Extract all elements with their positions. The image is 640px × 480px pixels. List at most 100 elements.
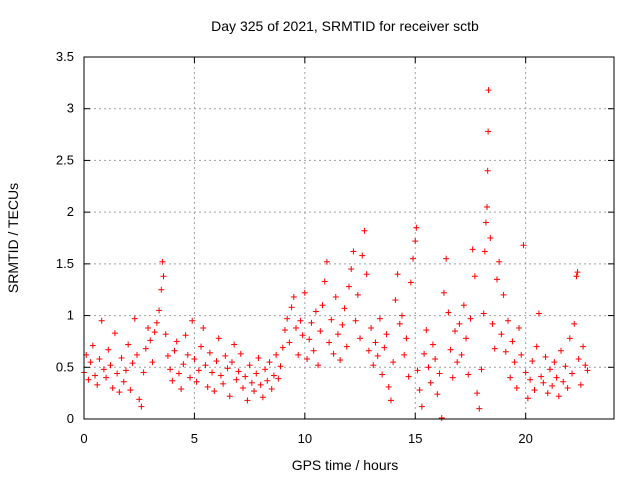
data-point [286, 339, 293, 346]
data-point [518, 351, 525, 358]
data-point [394, 271, 401, 278]
data-point [577, 381, 584, 388]
data-point [248, 379, 255, 386]
data-point [231, 341, 238, 348]
data-point [246, 362, 253, 369]
data-point [178, 386, 185, 393]
data-point [332, 293, 339, 300]
data-point [315, 362, 322, 369]
data-point [253, 370, 260, 377]
data-point [251, 388, 258, 395]
data-point [281, 327, 288, 334]
data-point [138, 403, 145, 410]
data-point [184, 351, 191, 358]
data-point [544, 390, 551, 397]
data-point [211, 388, 218, 395]
data-point [330, 350, 337, 357]
data-point [476, 405, 483, 412]
data-point [297, 317, 304, 324]
data-point [162, 331, 169, 338]
data-point [491, 345, 498, 352]
data-point [412, 238, 419, 245]
data-point [140, 369, 147, 376]
data-point [127, 387, 134, 394]
data-point [527, 376, 534, 383]
data-point [264, 377, 271, 384]
data-point [471, 273, 478, 280]
data-point [319, 302, 326, 309]
data-point [571, 320, 578, 327]
data-point [159, 258, 166, 265]
data-point [350, 248, 357, 255]
data-point [560, 378, 567, 385]
data-point [220, 380, 227, 387]
data-point [357, 335, 364, 342]
data-point [255, 354, 262, 361]
data-point [452, 328, 458, 335]
data-point [531, 387, 538, 394]
data-point [136, 396, 143, 403]
data-point [465, 371, 472, 378]
data-point [273, 351, 280, 358]
data-point [403, 335, 410, 342]
data-point [383, 331, 390, 338]
data-point [85, 376, 92, 383]
data-point [429, 341, 436, 348]
data-point [268, 386, 275, 393]
data-point [107, 362, 114, 369]
data-point [160, 273, 167, 280]
data-point [511, 359, 518, 366]
data-point [306, 336, 313, 343]
data-point [481, 248, 488, 255]
data-point [529, 358, 536, 365]
data-point [118, 354, 125, 361]
data-point [122, 367, 129, 374]
x-tick-label: 20 [518, 431, 532, 446]
data-point [233, 376, 240, 383]
data-point [323, 258, 330, 265]
data-point [89, 342, 96, 349]
data-point [513, 384, 520, 391]
y-tick-label: 2.5 [56, 152, 74, 167]
data-point [171, 347, 178, 354]
data-point [125, 341, 132, 348]
y-tick-label: 3.5 [56, 49, 74, 64]
data-point [405, 373, 412, 380]
data-point [467, 315, 474, 322]
data-point [460, 302, 467, 309]
data-point [359, 252, 366, 259]
data-point [562, 363, 569, 370]
data-point [449, 374, 456, 381]
data-point [164, 352, 171, 359]
data-point [257, 381, 264, 388]
data-point [147, 337, 154, 344]
data-point [169, 377, 176, 384]
data-point [290, 293, 297, 300]
x-axis-label: GPS time / hours [292, 457, 399, 473]
data-point [390, 359, 397, 366]
data-point [328, 316, 335, 323]
tick-labels: 0 0.5 1 1.5 2 2.5 3 3.5 0 5 10 15 20 [56, 49, 533, 446]
data-point [262, 366, 269, 373]
data-point [142, 345, 149, 352]
data-point [361, 227, 368, 234]
data-point [496, 258, 503, 265]
data-point [516, 324, 523, 331]
data-point [100, 366, 107, 373]
data-point [202, 362, 209, 369]
y-tick-label: 1.5 [56, 256, 74, 271]
data-point [237, 350, 244, 357]
data-point [549, 382, 556, 389]
data-point [259, 394, 266, 401]
data-point [114, 370, 121, 377]
data-point [228, 359, 235, 366]
data-point [341, 305, 348, 312]
data-point [436, 370, 443, 377]
data-point [134, 351, 140, 358]
data-point [105, 346, 112, 353]
data-point [195, 367, 202, 374]
data-point [87, 359, 94, 366]
data-point [553, 374, 560, 381]
data-point [410, 255, 417, 262]
